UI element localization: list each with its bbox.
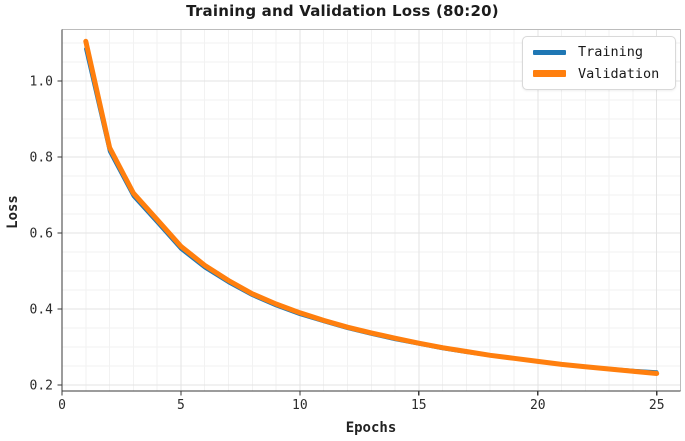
y-tick-label: 0.4 — [30, 302, 54, 317]
validation-loss-line — [83, 38, 660, 376]
legend-label-validation: Validation — [578, 65, 660, 82]
chart-title: Training and Validation Loss (80:20) — [186, 2, 499, 20]
x-tick-label: 20 — [530, 398, 546, 413]
legend-item-training: Training — [533, 44, 665, 60]
y-axis-label: Loss — [5, 195, 21, 229]
validation-line-swatch — [533, 70, 566, 78]
x-tick-label: 15 — [411, 398, 427, 413]
y-tick-label: 1.0 — [30, 75, 53, 90]
legend-item-validation: Validation — [533, 66, 665, 82]
y-tick-label: 0.6 — [30, 227, 53, 242]
x-tick-label: 10 — [292, 398, 308, 413]
y-tick-label: 0.8 — [30, 151, 53, 166]
legend-label-training: Training — [578, 44, 644, 61]
y-tick-label: 0.2 — [30, 378, 53, 393]
x-tick-label: 5 — [177, 398, 185, 413]
training-line-swatch — [533, 49, 566, 55]
x-tick-label: 25 — [649, 398, 665, 413]
legend: Training Validation — [522, 36, 676, 90]
x-axis-label: Epochs — [345, 420, 397, 436]
x-tick-label: 0 — [58, 398, 66, 413]
